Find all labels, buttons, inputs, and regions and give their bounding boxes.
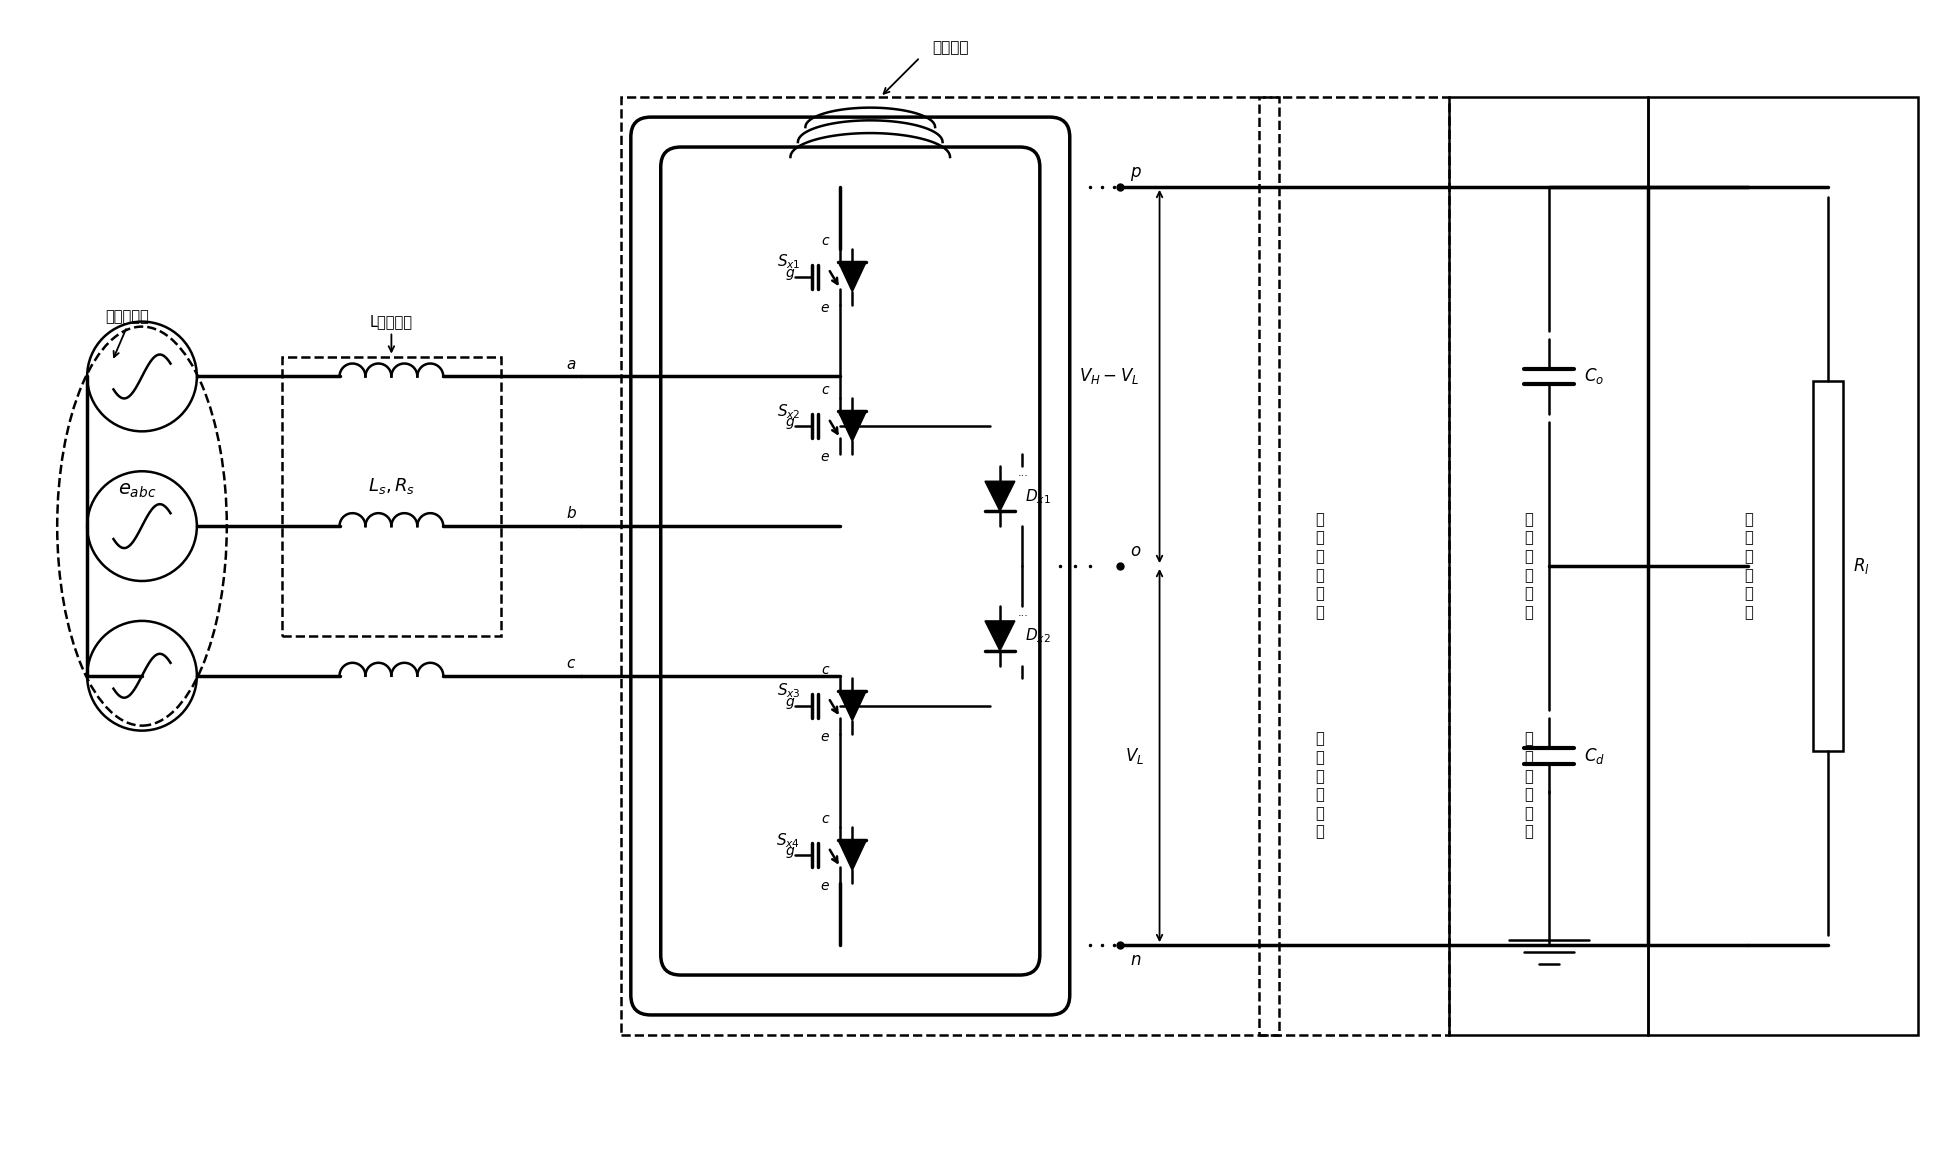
Text: $L_s, R_s$: $L_s, R_s$ (367, 476, 414, 496)
Text: $e$: $e$ (820, 880, 830, 894)
Text: $c$: $c$ (820, 662, 830, 676)
Text: $p$: $p$ (1129, 165, 1141, 183)
Polygon shape (838, 840, 867, 870)
Text: $e$: $e$ (820, 729, 830, 743)
Text: $e$: $e$ (820, 301, 830, 314)
Text: 低
压
直
流
端
口: 低 压 直 流 端 口 (1314, 732, 1324, 839)
Text: $c$: $c$ (566, 657, 575, 670)
Text: $R_l$: $R_l$ (1853, 556, 1870, 576)
Text: ...: ... (1019, 608, 1028, 618)
Text: $g$: $g$ (785, 845, 795, 860)
Text: ...: ... (1019, 468, 1028, 479)
Polygon shape (838, 691, 867, 720)
Text: $g$: $g$ (785, 416, 795, 431)
Text: $e_{abc}$: $e_{abc}$ (119, 482, 156, 501)
Text: $c$: $c$ (820, 384, 830, 398)
Text: 直
流
母
线
电
容: 直 流 母 线 电 容 (1524, 512, 1534, 620)
Text: $e$: $e$ (820, 451, 830, 465)
Polygon shape (838, 261, 867, 291)
Text: $D_{x1}$: $D_{x1}$ (1024, 487, 1050, 505)
Text: $D_{x2}$: $D_{x2}$ (1024, 627, 1050, 645)
Text: 输
出
解
耦
电
容: 输 出 解 耦 电 容 (1524, 732, 1534, 839)
Text: $g$: $g$ (785, 696, 795, 711)
Polygon shape (838, 412, 867, 442)
Text: 三相交流源: 三相交流源 (105, 310, 150, 325)
Bar (1814, 381, 1843, 750)
Text: $C_o$: $C_o$ (1584, 366, 1604, 386)
Text: 高
压
直
流
端
口: 高 压 直 流 端 口 (1314, 512, 1324, 620)
Text: $V_H - V_L$: $V_H - V_L$ (1079, 366, 1139, 386)
Text: $c$: $c$ (820, 813, 830, 827)
Text: $V_L$: $V_L$ (1126, 746, 1145, 765)
Text: $S_{x3}$: $S_{x3}$ (776, 682, 801, 701)
Text: 输
出
直
流
负
载: 输 出 直 流 负 载 (1744, 512, 1752, 620)
Polygon shape (986, 481, 1015, 511)
Polygon shape (986, 621, 1015, 651)
Text: $C_d$: $C_d$ (1584, 746, 1604, 765)
Text: $S_{x4}$: $S_{x4}$ (776, 831, 801, 850)
Text: $S_{x2}$: $S_{x2}$ (778, 402, 801, 421)
Text: $g$: $g$ (785, 267, 795, 282)
Text: $a$: $a$ (566, 357, 575, 371)
Text: $S_{x1}$: $S_{x1}$ (778, 253, 801, 272)
Text: $o$: $o$ (1129, 543, 1141, 560)
Text: $n$: $n$ (1129, 953, 1141, 969)
Text: $b$: $b$ (566, 505, 577, 521)
Text: $c$: $c$ (820, 234, 830, 247)
Text: L滤波电路: L滤波电路 (369, 314, 412, 329)
Text: 三相桥臂: 三相桥臂 (931, 40, 968, 55)
